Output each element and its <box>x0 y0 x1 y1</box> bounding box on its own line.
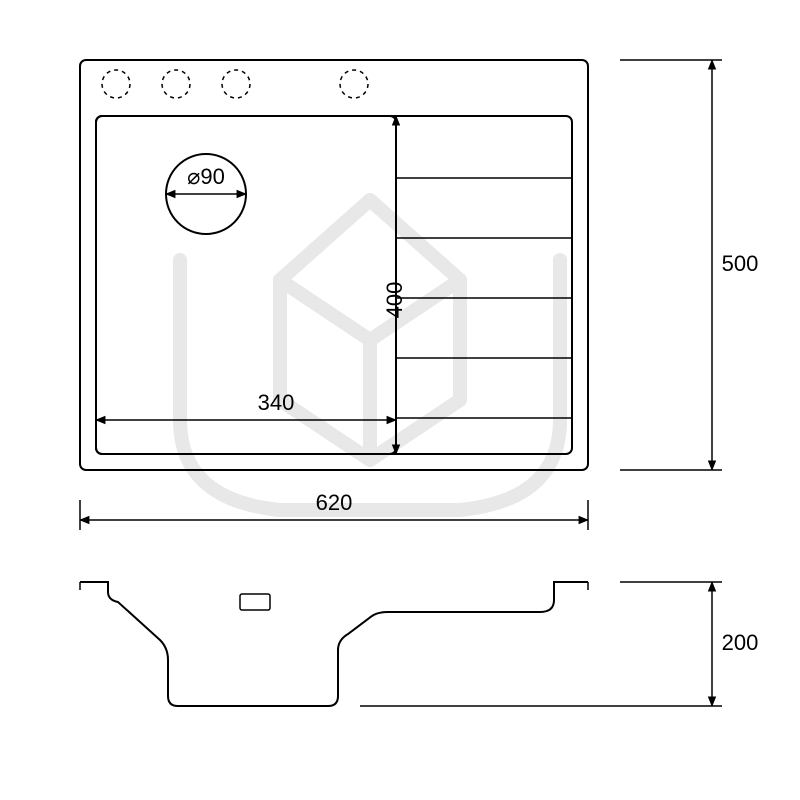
label-bowl-height: 400 <box>382 282 407 319</box>
overflow-hole <box>240 594 270 610</box>
outer-rim <box>80 60 588 470</box>
dim-overall-height: 500 <box>620 60 758 470</box>
drain-circle: ⌀90 <box>166 154 246 234</box>
label-overall-height: 500 <box>722 251 759 276</box>
top-view: ⌀90 340 400 <box>80 60 588 470</box>
label-drain-diameter: ⌀90 <box>187 164 225 189</box>
label-overall-width: 620 <box>316 490 353 515</box>
dim-bowl-width: 340 <box>96 390 396 420</box>
watermark-logo <box>180 200 560 510</box>
knockouts <box>102 70 368 98</box>
cross-section <box>80 582 588 706</box>
label-bowl-width: 340 <box>258 390 295 415</box>
dim-bowl-height: 400 <box>382 116 407 454</box>
inner-frame <box>96 116 572 454</box>
bowl-outline <box>96 116 396 454</box>
dim-depth: 200 <box>360 582 758 706</box>
drain-slats <box>396 178 572 418</box>
technical-drawing: ⌀90 340 400 620 500 <box>0 0 800 800</box>
label-depth: 200 <box>722 630 759 655</box>
